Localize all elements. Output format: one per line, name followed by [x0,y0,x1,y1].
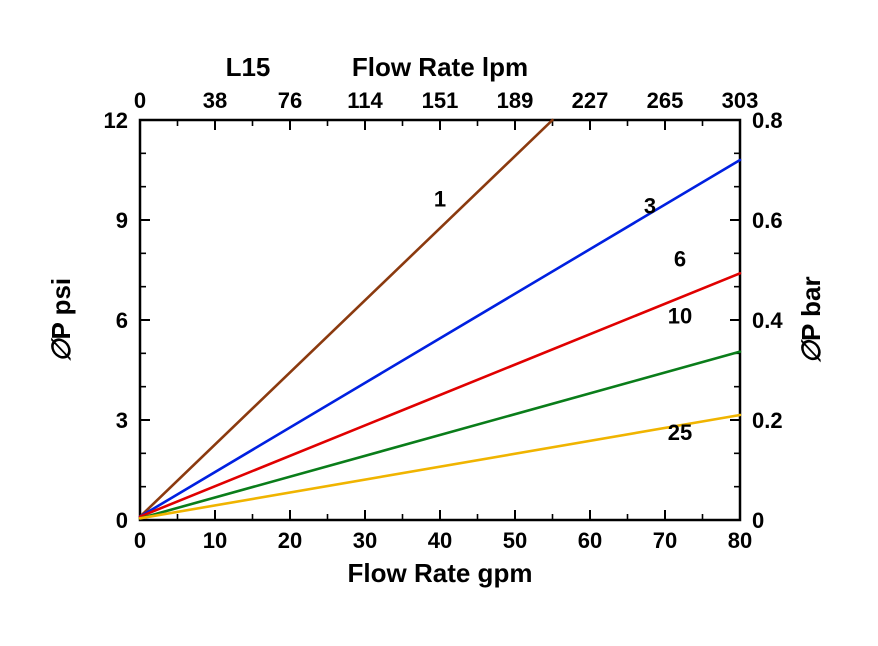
x-top-tick-label: 0 [134,88,146,113]
x-bottom-tick-label: 80 [728,528,752,553]
svg-text:∅P bar: ∅P bar [796,276,826,363]
series-label-25: 25 [668,420,692,445]
y-left-tick-label: 9 [116,208,128,233]
x-top-tick-label: 151 [422,88,459,113]
x-bottom-tick-label: 60 [578,528,602,553]
y-left-tick-label: 0 [116,508,128,533]
y-right-tick-label: 0 [752,508,764,533]
svg-text:∅P psi: ∅P psi [46,278,76,362]
y-left-tick-label: 12 [104,108,128,133]
series-label-3: 3 [644,193,656,218]
model-label: L15 [226,52,271,82]
x-bottom-tick-label: 10 [203,528,227,553]
y-left-tick-label: 3 [116,408,128,433]
x-bottom-title: Flow Rate gpm [348,558,533,588]
x-top-tick-label: 227 [572,88,609,113]
x-bottom-tick-label: 0 [134,528,146,553]
x-top-tick-label: 114 [347,88,383,113]
series-label-6: 6 [674,247,686,272]
x-bottom-tick-label: 70 [653,528,677,553]
y-right-tick-label: 0.6 [752,208,783,233]
x-top-tick-label: 76 [278,88,302,113]
series-label-1: 1 [434,187,446,212]
x-top-tick-label: 189 [497,88,534,113]
pressure-flow-chart: 0102030405060708003876114151189227265303… [0,0,878,646]
y-right-tick-label: 0.2 [752,408,783,433]
y-right-tick-label: 0.4 [752,308,783,333]
x-top-tick-label: 265 [647,88,684,113]
x-bottom-tick-label: 50 [503,528,527,553]
y-left-title: ∅P psi [46,278,76,362]
x-bottom-tick-label: 30 [353,528,377,553]
y-right-title: ∅P bar [796,276,826,363]
diameter-symbol-left: ∅ [46,337,76,362]
x-bottom-tick-label: 40 [428,528,452,553]
chart-container: 0102030405060708003876114151189227265303… [0,0,878,646]
y-right-tick-label: 0.8 [752,108,783,133]
x-top-title: Flow Rate lpm [352,52,528,82]
diameter-symbol-right: ∅ [796,339,826,364]
series-label-10: 10 [668,303,692,328]
y-left-tick-label: 6 [116,308,128,333]
x-bottom-tick-label: 20 [278,528,302,553]
x-top-tick-label: 38 [203,88,227,113]
